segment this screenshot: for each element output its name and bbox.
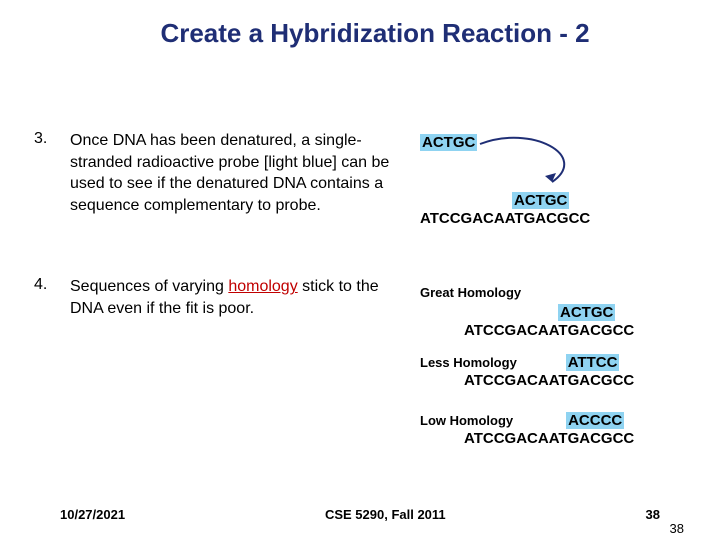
item-number: 3. bbox=[34, 130, 70, 216]
target-sequence: ATCCGACAATGACGCC bbox=[420, 322, 634, 339]
footer-course: CSE 5290, Fall 2011 bbox=[325, 507, 446, 522]
probe-arrow bbox=[472, 126, 602, 196]
homology-great: Great Homology ACTGC ATCCGACAATGACGCC bbox=[420, 284, 634, 339]
homology-less: Less Homology ATTCC ATCCGACAATGACGCC bbox=[420, 354, 634, 389]
homology-label: Low Homology bbox=[420, 413, 513, 428]
footer-date: 10/27/2021 bbox=[60, 507, 125, 522]
item-number: 4. bbox=[34, 276, 70, 319]
probe-box-2: ACTGC bbox=[512, 192, 569, 209]
slide-number-sub: 38 bbox=[670, 521, 684, 536]
homology-label: Great Homology bbox=[420, 285, 521, 300]
slide-title: Create a Hybridization Reaction - 2 bbox=[0, 0, 720, 49]
probe-box: ACCCC bbox=[566, 412, 624, 429]
diagram-top: ACTGC bbox=[420, 134, 477, 152]
target-sequence: ATCCGACAATGACGCC bbox=[420, 372, 634, 389]
item-text: Sequences of varying homology stick to t… bbox=[70, 276, 400, 319]
homology-low: Low Homology ACCCC ATCCGACAATGACGCC bbox=[420, 412, 634, 447]
homology-word: homology bbox=[228, 278, 297, 295]
item-text: Once DNA has been denatured, a single-st… bbox=[70, 130, 400, 216]
target-sequence: ATCCGACAATGACGCC bbox=[420, 210, 590, 227]
text-prefix: Sequences of varying bbox=[70, 278, 228, 295]
probe-box: ACTGC bbox=[558, 304, 615, 321]
probe-box: ACTGC bbox=[420, 134, 477, 151]
footer: 10/27/2021 CSE 5290, Fall 2011 38 bbox=[0, 507, 720, 522]
diagram-binding: ACTGC ATCCGACAATGACGCC bbox=[420, 192, 590, 227]
footer-page: 38 bbox=[646, 507, 660, 522]
probe-box: ATTCC bbox=[566, 354, 620, 371]
target-sequence: ATCCGACAATGACGCC bbox=[420, 430, 634, 447]
homology-label: Less Homology bbox=[420, 355, 517, 370]
